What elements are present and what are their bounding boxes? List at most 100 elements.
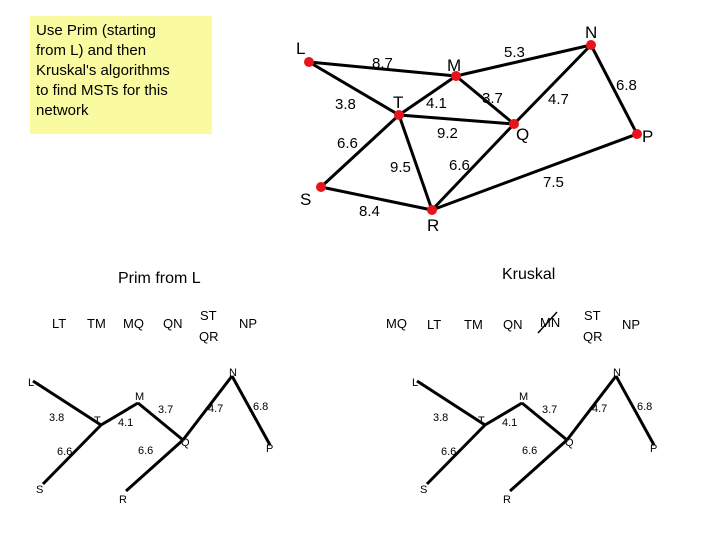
kruskal-tree-weight-TS: 6.6 xyxy=(441,446,456,458)
kruskal-tree-weight-QR: 6.6 xyxy=(522,445,537,457)
node-T xyxy=(394,110,404,120)
kruskal-tree-node-T: T xyxy=(478,415,485,427)
prim-tree-node-L: L xyxy=(28,377,34,389)
node-M xyxy=(451,71,461,81)
edge-TM xyxy=(398,74,457,117)
kruskal-tree-node-R: R xyxy=(503,494,511,506)
kruskal-step-rejected: MN xyxy=(540,315,561,330)
kruskal-tree-node-P: P xyxy=(650,443,657,455)
kruskal-tree-edge-TM xyxy=(484,401,523,427)
kruskal-tree-edge-MQ xyxy=(521,401,568,442)
node-label-T: T xyxy=(393,93,403,112)
kruskal-title: Kruskal xyxy=(502,266,556,283)
kruskal-tree-weight-QN: 4.7 xyxy=(592,403,607,415)
kruskal-tree-edge-LT xyxy=(416,379,486,427)
prim-step: ST xyxy=(200,308,217,323)
kruskal-step: ST xyxy=(584,308,601,323)
instruction-line: network xyxy=(36,102,89,119)
kruskal-tree-weight-TM: 4.1 xyxy=(502,417,517,429)
edge-weight-MN: 5.3 xyxy=(504,44,525,61)
prim-tree-weight-QR: 6.6 xyxy=(138,445,153,457)
kruskal-tree-edge-QN xyxy=(565,375,618,441)
edge-weight-PR: 7.5 xyxy=(543,174,564,191)
rejected-strike xyxy=(537,311,558,334)
prim-step: QR xyxy=(199,329,219,344)
node-label-L: L xyxy=(296,39,305,58)
prim-tree-node-R: R xyxy=(119,494,127,506)
prim-tree-weight-LT: 3.8 xyxy=(49,412,64,424)
prim-tree-edge-MQ xyxy=(137,401,184,442)
kruskal-step: LT xyxy=(427,317,442,332)
prim-tree-node-P: P xyxy=(266,443,273,455)
edge-MN xyxy=(455,43,592,78)
prim-tree-node-T: T xyxy=(94,415,101,427)
kruskal-tree-weight-MQ: 3.7 xyxy=(542,404,557,416)
edge-PR xyxy=(431,132,638,212)
edge-LT xyxy=(308,60,400,117)
edge-weight-SR: 8.4 xyxy=(359,203,380,220)
kruskal-tree-edge-QR xyxy=(508,438,569,493)
edge-LM xyxy=(308,60,457,78)
kruskal-tree-weight-LT: 3.8 xyxy=(433,412,448,424)
edge-QR xyxy=(430,122,516,212)
kruskal-tree-edge-NP xyxy=(614,375,656,446)
edge-weight-TM: 4.1 xyxy=(426,95,447,112)
kruskal-tree-node-Q: Q xyxy=(565,437,574,449)
kruskal-tree-weight-NP: 6.8 xyxy=(637,401,652,413)
node-P xyxy=(632,129,642,139)
kruskal-tree-edge-TS xyxy=(425,423,487,486)
instruction-line: Kruskal's algorithms xyxy=(36,62,170,79)
edge-weight-NQ: 4.7 xyxy=(548,91,569,108)
prim-tree-weight-QN: 4.7 xyxy=(208,403,223,415)
prim-tree-node-S: S xyxy=(36,484,43,496)
edge-NQ xyxy=(512,43,593,126)
edge-weight-MQ: 3.7 xyxy=(482,90,503,107)
kruskal-step: QN xyxy=(503,317,523,332)
kruskal-step: TM xyxy=(464,317,483,332)
kruskal-step: MQ xyxy=(386,316,407,331)
prim-tree-edge-NP xyxy=(230,375,272,446)
kruskal-step: QR xyxy=(583,329,603,344)
prim-tree-edge-QR xyxy=(124,438,185,493)
prim-tree-weight-NP: 6.8 xyxy=(253,401,268,413)
prim-step: QN xyxy=(163,316,183,331)
prim-step: TM xyxy=(87,316,106,331)
prim-tree-weight-TS: 6.6 xyxy=(57,446,72,458)
node-N xyxy=(586,40,596,50)
node-label-R: R xyxy=(427,216,439,235)
node-label-P: P xyxy=(642,127,653,146)
edge-MQ xyxy=(455,74,515,126)
node-R xyxy=(427,205,437,215)
edge-weight-LT: 3.8 xyxy=(335,96,356,113)
instruction-line: to find MSTs for this xyxy=(36,82,168,99)
prim-tree-weight-MQ: 3.7 xyxy=(158,404,173,416)
edge-NP xyxy=(589,44,639,135)
prim-tree-node-Q: Q xyxy=(181,437,190,449)
prim-tree-node-M: M xyxy=(135,391,144,403)
prim-step: MQ xyxy=(123,316,144,331)
edge-TQ xyxy=(398,113,515,126)
edge-weight-TS: 6.6 xyxy=(337,135,358,152)
prim-tree-edge-TS xyxy=(41,423,103,486)
edge-TS xyxy=(319,113,401,189)
instruction-note: Use Prim (starting from L) and then Krus… xyxy=(30,16,212,134)
kruskal-tree-node-L: L xyxy=(412,377,418,389)
edge-weight-QR: 6.6 xyxy=(449,157,470,174)
prim-tree-weight-TM: 4.1 xyxy=(118,417,133,429)
kruskal-tree-node-N: N xyxy=(613,367,621,379)
prim-step: NP xyxy=(239,316,258,331)
edge-weight-NP: 6.8 xyxy=(616,77,637,94)
prim-tree-edge-QN xyxy=(181,375,234,441)
node-S xyxy=(316,182,326,192)
prim-tree-node-N: N xyxy=(229,367,237,379)
instruction-line: Use Prim (starting xyxy=(36,22,157,39)
prim-tree-edge-TM xyxy=(100,401,139,427)
edge-TR xyxy=(397,114,434,211)
node-L xyxy=(304,57,314,67)
prim-title: Prim from L xyxy=(118,270,201,287)
kruskal-tree-node-S: S xyxy=(420,484,427,496)
node-label-Q: Q xyxy=(516,125,529,144)
instruction-line: from L) and then xyxy=(36,42,147,59)
edge-SR xyxy=(320,185,433,212)
